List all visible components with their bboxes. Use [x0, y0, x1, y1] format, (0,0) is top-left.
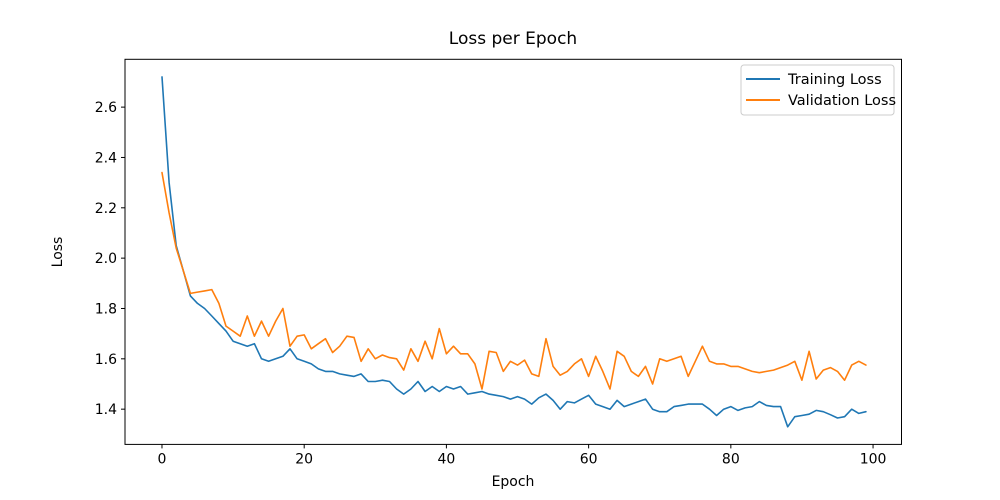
series-line-training: [161, 76, 867, 428]
legend-label-validation: Validation Loss: [788, 93, 896, 109]
x-axis-ticks: 0 20 40 60 80 100: [158, 444, 887, 467]
y-axis-ticks: 1.4 1.6 1.8 2.0 2.2 2.4 2.6: [95, 100, 125, 418]
legend: Training Loss Validation Loss: [740, 64, 896, 116]
y-axis-label: Loss: [50, 237, 66, 268]
y-tick-label: 1.6: [95, 352, 117, 368]
y-tick-label: 2.2: [95, 201, 117, 217]
series-line-validation: [161, 171, 867, 390]
x-tick-label: 20: [295, 451, 313, 467]
x-axis-label: Epoch: [492, 474, 535, 490]
x-tick-label: 80: [722, 451, 740, 467]
legend-label-training: Training Loss: [787, 72, 882, 88]
x-tick-label: 100: [860, 451, 887, 467]
y-tick-label: 2.6: [95, 100, 117, 116]
x-tick-label: 60: [580, 451, 598, 467]
chart-title: Loss per Epoch: [449, 29, 577, 49]
y-tick-label: 2.0: [95, 251, 117, 267]
y-tick-label: 2.4: [95, 150, 117, 166]
x-tick-label: 0: [158, 451, 167, 467]
x-tick-label: 40: [437, 451, 455, 467]
y-tick-label: 1.4: [95, 402, 117, 418]
y-tick-label: 1.8: [95, 301, 117, 317]
legend-box: [740, 64, 895, 116]
series-lines: [161, 76, 867, 428]
plot-area: [124, 58, 902, 445]
